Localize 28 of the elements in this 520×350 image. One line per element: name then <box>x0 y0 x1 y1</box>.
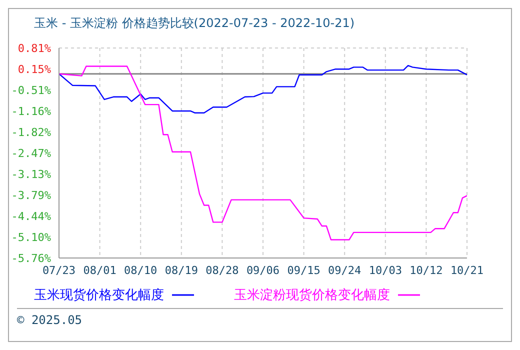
legend-label: 玉米现货价格变化幅度 <box>34 287 164 304</box>
y-tick-label: 0.15% <box>18 63 52 76</box>
line-series <box>59 64 467 114</box>
x-tick-label: 09/24 <box>328 264 362 277</box>
x-tick-label: 08/28 <box>206 264 239 277</box>
x-tick-label: 08/19 <box>164 264 198 277</box>
x-tick-label: 10/12 <box>410 264 443 277</box>
y-tick-label: -5.10% <box>11 230 52 244</box>
y-tick-label: -1.82% <box>11 126 52 140</box>
legend-label: 玉米淀粉现货价格变化幅度 <box>234 287 390 304</box>
x-tick-label: 08/01 <box>83 264 116 277</box>
chart-title: 玉米 - 玉米淀粉 价格趋势比较(2022-07-23 - 2022-10-21) <box>33 15 356 32</box>
x-tick-label: 08/10 <box>124 264 158 277</box>
y-tick-label: -2.47% <box>11 146 52 160</box>
y-tick-label: -1.16% <box>11 104 52 118</box>
y-tick-label: -4.44% <box>11 210 52 223</box>
y-tick-label: -3.13% <box>11 168 52 181</box>
x-tick-label: 09/15 <box>287 264 320 277</box>
x-tick-label: 07/23 <box>42 264 76 277</box>
y-tick-label: 0.81% <box>18 42 52 55</box>
y-tick-label: -5.76% <box>11 252 52 265</box>
x-tick-label: 10/03 <box>368 264 402 277</box>
text: © 2025.05 <box>17 313 82 327</box>
x-tick-label: 09/06 <box>246 264 280 277</box>
y-tick-label: -3.79% <box>11 189 52 202</box>
x-tick-label: 10/21 <box>450 264 484 277</box>
y-tick-label: -0.51% <box>11 84 52 98</box>
line-series <box>59 66 467 240</box>
